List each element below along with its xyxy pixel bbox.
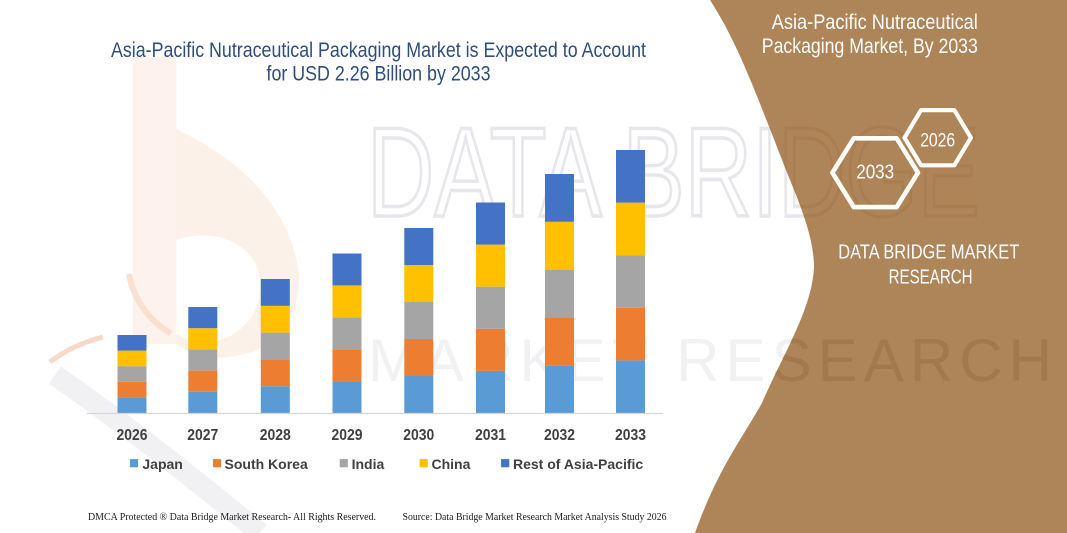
svg-text:2032: 2032 bbox=[544, 427, 575, 444]
svg-text:India: India bbox=[352, 456, 385, 472]
svg-text:Source: Data Bridge Market Res: Source: Data Bridge Market Research Mark… bbox=[403, 512, 667, 523]
svg-text:DATA BRIDGE MARKET: DATA BRIDGE MARKET bbox=[838, 242, 1019, 264]
svg-text:2027: 2027 bbox=[187, 427, 218, 444]
svg-text:2026: 2026 bbox=[920, 131, 955, 152]
svg-text:RESEARCH: RESEARCH bbox=[889, 267, 973, 289]
svg-text:China: China bbox=[432, 456, 471, 472]
svg-text:2029: 2029 bbox=[332, 427, 363, 444]
svg-text:2030: 2030 bbox=[403, 427, 434, 444]
svg-text:Rest of Asia-Pacific: Rest of Asia-Pacific bbox=[513, 456, 643, 472]
svg-text:2026: 2026 bbox=[117, 427, 148, 444]
svg-text:2031: 2031 bbox=[475, 427, 506, 444]
svg-text:Packaging Market, By 2033: Packaging Market, By 2033 bbox=[762, 35, 978, 58]
svg-text:Asia-Pacific Nutraceutical: Asia-Pacific Nutraceutical bbox=[772, 11, 978, 34]
svg-text:for USD 2.26 Billion by 2033: for USD 2.26 Billion by 2033 bbox=[267, 61, 491, 85]
svg-text:2028: 2028 bbox=[260, 427, 291, 444]
svg-text:DMCA Protected ® Data Bridge M: DMCA Protected ® Data Bridge Market Rese… bbox=[88, 512, 376, 523]
svg-text:South Korea: South Korea bbox=[225, 456, 308, 472]
svg-text:Asia-Pacific Nutraceutical Pac: Asia-Pacific Nutraceutical Packaging Mar… bbox=[111, 38, 646, 62]
svg-text:Japan: Japan bbox=[142, 456, 182, 472]
svg-text:2033: 2033 bbox=[856, 162, 894, 184]
svg-text:2033: 2033 bbox=[615, 427, 646, 444]
